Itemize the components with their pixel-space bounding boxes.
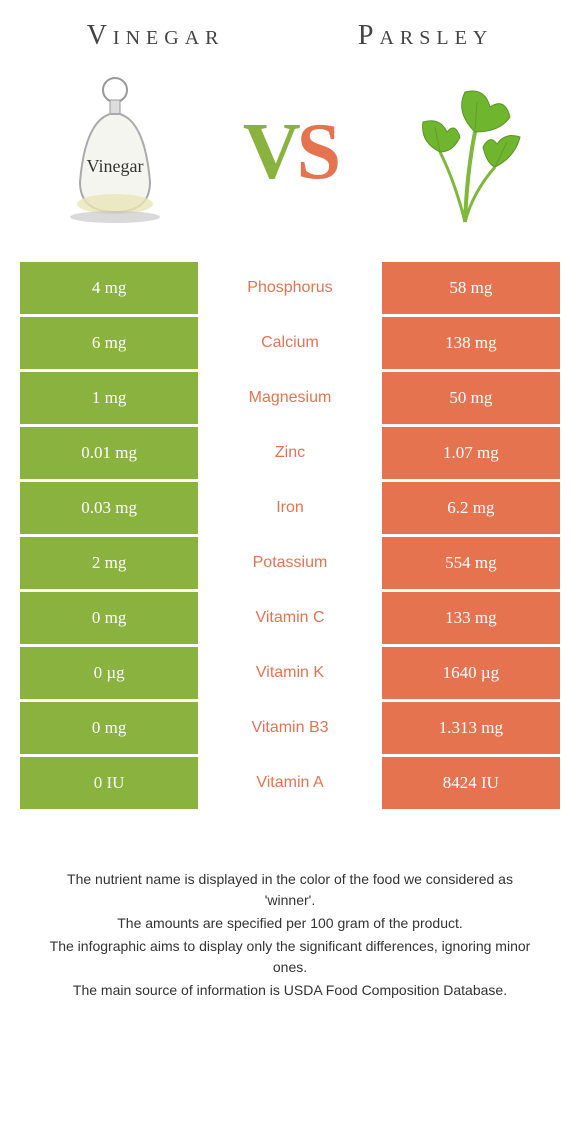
nutrient-name: Magnesium xyxy=(198,372,382,424)
table-row: 6 mgCalcium138 mg xyxy=(20,317,560,369)
hero-row: Vinegar VS xyxy=(20,62,560,242)
table-row: 0.03 mgIron6.2 mg xyxy=(20,482,560,534)
table-row: 1 mgMagnesium50 mg xyxy=(20,372,560,424)
vs-label: VS xyxy=(243,107,337,198)
right-value: 6.2 mg xyxy=(382,482,560,534)
vs-s: S xyxy=(297,108,338,196)
vs-v: V xyxy=(243,108,297,196)
nutrient-name: Iron xyxy=(198,482,382,534)
left-food-title: Vinegar xyxy=(87,20,225,52)
right-value: 554 mg xyxy=(382,537,560,589)
parsley-icon xyxy=(390,72,540,232)
left-value: 0.01 mg xyxy=(20,427,198,479)
left-value: 0.03 mg xyxy=(20,482,198,534)
footnote-line: The infographic aims to display only the… xyxy=(40,936,540,978)
nutrient-name: Vitamin K xyxy=(198,647,382,699)
header-row: Vinegar Parsley xyxy=(20,20,560,52)
footnote-line: The nutrient name is displayed in the co… xyxy=(40,869,540,911)
table-row: 0.01 mgZinc1.07 mg xyxy=(20,427,560,479)
table-row: 0 IUVitamin A8424 IU xyxy=(20,757,560,809)
nutrient-name: Vitamin B3 xyxy=(198,702,382,754)
right-value: 138 mg xyxy=(382,317,560,369)
right-food-title: Parsley xyxy=(358,20,493,52)
left-value: 4 mg xyxy=(20,262,198,314)
nutrient-name: Zinc xyxy=(198,427,382,479)
left-value: 0 mg xyxy=(20,592,198,644)
table-row: 0 µgVitamin K1640 µg xyxy=(20,647,560,699)
right-value: 1.313 mg xyxy=(382,702,560,754)
vinegar-bottle-label: Vinegar xyxy=(87,156,144,176)
right-value: 133 mg xyxy=(382,592,560,644)
right-value: 1.07 mg xyxy=(382,427,560,479)
footnotes: The nutrient name is displayed in the co… xyxy=(20,869,560,1001)
right-value: 50 mg xyxy=(382,372,560,424)
table-row: 2 mgPotassium554 mg xyxy=(20,537,560,589)
left-value: 0 IU xyxy=(20,757,198,809)
vinegar-icon: Vinegar xyxy=(40,72,190,232)
left-value: 1 mg xyxy=(20,372,198,424)
nutrient-name: Calcium xyxy=(198,317,382,369)
nutrient-table: 4 mgPhosphorus58 mg6 mgCalcium138 mg1 mg… xyxy=(20,262,560,809)
nutrient-name: Vitamin C xyxy=(198,592,382,644)
footnote-line: The amounts are specified per 100 gram o… xyxy=(40,913,540,934)
left-value: 0 µg xyxy=(20,647,198,699)
nutrient-name: Phosphorus xyxy=(198,262,382,314)
left-value: 2 mg xyxy=(20,537,198,589)
table-row: 4 mgPhosphorus58 mg xyxy=(20,262,560,314)
right-value: 8424 IU xyxy=(382,757,560,809)
right-value: 58 mg xyxy=(382,262,560,314)
table-row: 0 mgVitamin B31.313 mg xyxy=(20,702,560,754)
left-value: 6 mg xyxy=(20,317,198,369)
left-value: 0 mg xyxy=(20,702,198,754)
table-row: 0 mgVitamin C133 mg xyxy=(20,592,560,644)
nutrient-name: Vitamin A xyxy=(198,757,382,809)
right-value: 1640 µg xyxy=(382,647,560,699)
footnote-line: The main source of information is USDA F… xyxy=(40,980,540,1001)
nutrient-name: Potassium xyxy=(198,537,382,589)
